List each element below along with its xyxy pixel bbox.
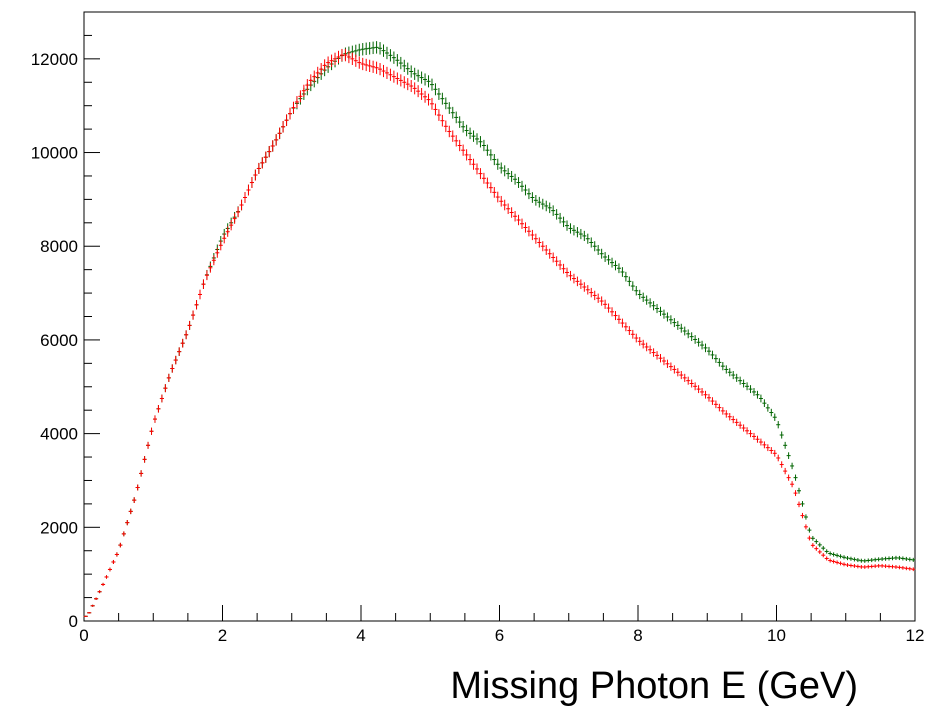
- y-tick-label: 4000: [40, 425, 78, 444]
- axis-ticks: [83, 11, 916, 622]
- x-tick-label: 6: [495, 626, 504, 645]
- x-tick-label: 0: [79, 626, 88, 645]
- y-tick-label: 0: [69, 612, 78, 631]
- y-tick-label: 2000: [40, 518, 78, 537]
- y-tick-label: 10000: [31, 144, 78, 163]
- series-0: [83, 41, 916, 617]
- x-tick-label: 4: [356, 626, 365, 645]
- x-tick-label: 10: [767, 626, 786, 645]
- y-tick-label: 6000: [40, 331, 78, 350]
- x-axis-title: Missing Photon E (GeV): [450, 665, 858, 707]
- series-1: [83, 48, 916, 617]
- x-tick-label: 2: [218, 626, 227, 645]
- x-tick-label: 12: [906, 626, 925, 645]
- plot-frame: [83, 11, 916, 622]
- y-tick-label: 8000: [40, 237, 78, 256]
- axis-tick-labels: 0 2 4 6 8 10 12 0 2000 4000 6000 8000 10000 12000: [31, 50, 925, 645]
- data-marks: [83, 41, 916, 617]
- x-tick-label: 8: [633, 626, 642, 645]
- y-tick-label: 12000: [31, 50, 78, 69]
